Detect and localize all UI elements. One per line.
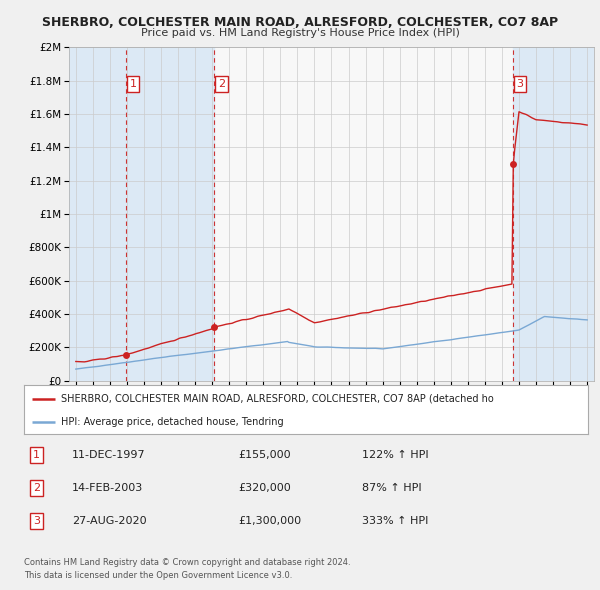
- Text: 3: 3: [33, 516, 40, 526]
- Text: 2: 2: [218, 79, 225, 89]
- Text: 122% ↑ HPI: 122% ↑ HPI: [362, 450, 429, 460]
- Bar: [69, 47, 126, 381]
- Text: HPI: Average price, detached house, Tendring: HPI: Average price, detached house, Tend…: [61, 417, 283, 427]
- Text: 1: 1: [33, 450, 40, 460]
- Text: Price paid vs. HM Land Registry's House Price Index (HPI): Price paid vs. HM Land Registry's House …: [140, 28, 460, 38]
- Text: £155,000: £155,000: [238, 450, 291, 460]
- Text: SHERBRO, COLCHESTER MAIN ROAD, ALRESFORD, COLCHESTER, CO7 8AP: SHERBRO, COLCHESTER MAIN ROAD, ALRESFORD…: [42, 16, 558, 29]
- Text: 1: 1: [130, 79, 137, 89]
- Text: 11-DEC-1997: 11-DEC-1997: [72, 450, 146, 460]
- Text: 27-AUG-2020: 27-AUG-2020: [72, 516, 146, 526]
- Text: £320,000: £320,000: [238, 483, 291, 493]
- Text: SHERBRO, COLCHESTER MAIN ROAD, ALRESFORD, COLCHESTER, CO7 8AP (detached ho: SHERBRO, COLCHESTER MAIN ROAD, ALRESFORD…: [61, 394, 493, 404]
- Text: 333% ↑ HPI: 333% ↑ HPI: [362, 516, 429, 526]
- Text: 2: 2: [33, 483, 40, 493]
- Bar: [126, 47, 214, 381]
- Text: £1,300,000: £1,300,000: [238, 516, 301, 526]
- Text: 87% ↑ HPI: 87% ↑ HPI: [362, 483, 422, 493]
- Text: 3: 3: [517, 79, 523, 89]
- Bar: [513, 47, 594, 381]
- Text: This data is licensed under the Open Government Licence v3.0.: This data is licensed under the Open Gov…: [24, 571, 292, 579]
- Text: Contains HM Land Registry data © Crown copyright and database right 2024.: Contains HM Land Registry data © Crown c…: [24, 558, 350, 566]
- Text: 14-FEB-2003: 14-FEB-2003: [72, 483, 143, 493]
